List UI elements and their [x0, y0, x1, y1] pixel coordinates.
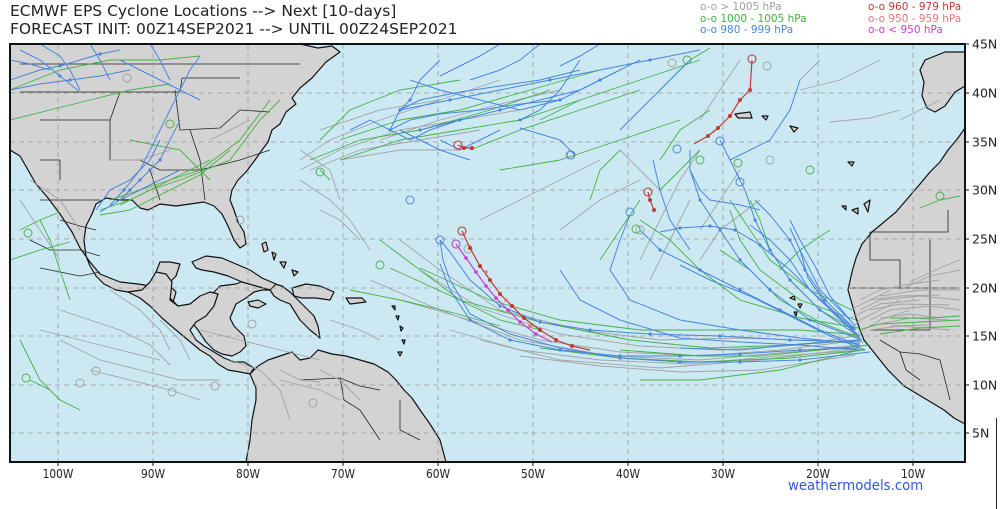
central-america: [127, 271, 255, 375]
x-tick-50w: 50W: [520, 466, 546, 481]
legend-column-2: o-o 960 - 979 hPa o-o 950 - 959 hPa o-o …: [868, 1, 962, 37]
y-tick-45n: 45N: [972, 36, 998, 52]
azores: [734, 111, 799, 133]
madeira: [847, 161, 855, 167]
lesser-antilles: [391, 305, 406, 357]
x-tick-10w: 10W: [900, 466, 926, 481]
title-line-2: FORECAST INIT: 00Z14SEP2021 --> UNTIL 00…: [10, 20, 458, 38]
cuba: [191, 255, 277, 291]
y-tick-15n: 15N: [972, 328, 998, 344]
x-tick-90w: 90W: [140, 466, 166, 481]
y-tick-20n: 20N: [972, 280, 998, 296]
x-tick-20w: 20W: [805, 466, 831, 481]
puerto-rico: [345, 297, 367, 305]
watermark: weathermodels.com: [788, 478, 924, 494]
legend-item-950-959: o-o 950 - 959 hPa: [868, 12, 962, 25]
legend-item-980-999: o-o 980 - 999 hPa: [700, 24, 794, 36]
legend-item-gt1005: o-o > 1005 hPa: [700, 1, 782, 13]
y-tick-10n: 10N: [972, 377, 998, 393]
y-tick-40n: 40N: [972, 85, 998, 101]
legend-item-960-979: o-o 960 - 979 hPa: [868, 1, 962, 13]
y-tick-25n: 25N: [972, 231, 998, 247]
bahamas: [261, 241, 299, 277]
y-tick-30n: 30N: [972, 182, 998, 198]
divider: [996, 418, 997, 509]
cape-verde: [789, 295, 803, 317]
title-line-1: ECMWF EPS Cyclone Locations --> Next [10…: [10, 2, 397, 20]
x-tick-30w: 30W: [710, 466, 736, 481]
track-points-980-999: [58, 52, 827, 364]
tick-marks: [57, 43, 969, 466]
x-tick-80w: 80W: [235, 466, 261, 481]
y-tick-5n: 5N: [972, 425, 990, 441]
y-tick-35n: 35N: [972, 134, 998, 150]
legend-item-lt950: o-o < 950 hPa: [868, 24, 943, 36]
x-tick-70w: 70W: [330, 466, 356, 481]
borders: [20, 63, 960, 441]
track-end-markers-green: [21, 55, 945, 383]
track-end-markers-blue: [405, 136, 745, 245]
canary-islands: [841, 199, 871, 215]
x-tick-40w: 40W: [615, 466, 641, 481]
legend-item-1000-1005: o-o 1000 - 1005 hPa: [700, 12, 807, 25]
jamaica: [247, 299, 267, 309]
legend-column-1: o-o > 1005 hPa o-o 1000 - 1005 hPa o-o 9…: [700, 1, 807, 37]
iberia: [919, 51, 965, 113]
map-frame: [9, 43, 966, 463]
x-tick-100w: 100W: [42, 466, 74, 481]
track-points-deep-lows: [451, 54, 757, 348]
x-tick-60w: 60W: [425, 466, 451, 481]
chart-title: ECMWF EPS Cyclone Locations --> Next [10…: [10, 2, 458, 38]
